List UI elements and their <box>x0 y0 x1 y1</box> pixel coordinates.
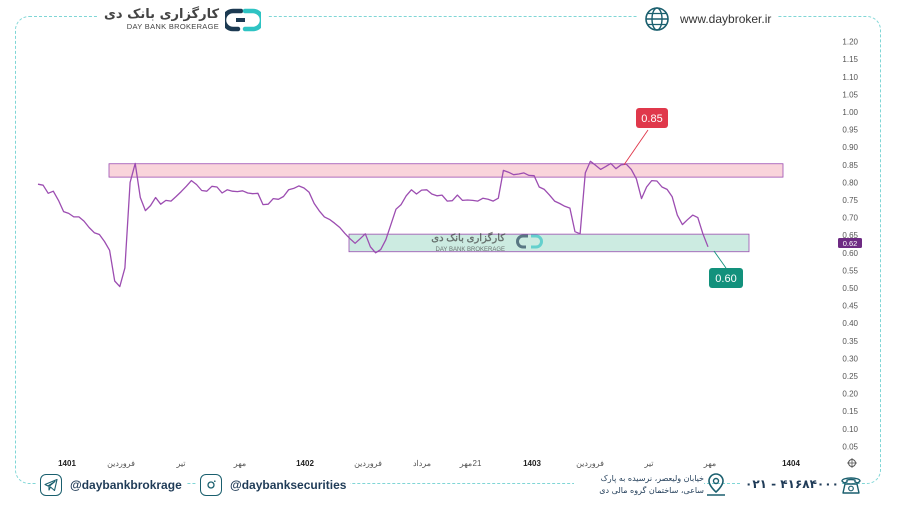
instagram-link[interactable]: @daybanksecurities <box>196 474 351 496</box>
x-tick-label: فروردین <box>576 459 604 468</box>
x-tick-label: تیر <box>643 459 653 468</box>
callout-label-060: 0.60 <box>715 273 736 285</box>
instagram-icon <box>200 474 222 496</box>
y-tick-label: 0.90 <box>842 143 858 152</box>
callout-label-085: 0.85 <box>641 113 662 125</box>
y-tick-label: 0.35 <box>842 337 858 346</box>
page-frame <box>15 16 881 484</box>
brand-logo[interactable]: کارگزاری بانک دی DAY BANK BROKERAGE <box>98 6 268 34</box>
y-tick-label: 0.75 <box>842 196 858 205</box>
telegram-icon <box>40 474 62 496</box>
address: خیابان ولیعصر، نرسیده به پارک ساعی، ساخت… <box>574 473 704 497</box>
x-tick-label: 1402 <box>296 459 314 468</box>
telephone-icon <box>841 477 861 494</box>
x-tick-label: مهر <box>459 459 472 468</box>
brand-name-en: DAY BANK BROKERAGE <box>126 22 220 31</box>
x-tick-label: فروردین <box>107 459 135 468</box>
website[interactable]: www.daybroker.ir <box>638 6 778 32</box>
y-tick-label: 0.30 <box>842 354 858 363</box>
x-tick-label: فروردین <box>354 459 382 468</box>
x-axis: 1401 فروردین تیر مهر 1402 فروردین مرداد مهر 21 14… <box>58 459 800 468</box>
y-tick-label: 0.55 <box>842 266 858 275</box>
brand-text: کارگزاری بانک دی DAY BANK BROKERAGE <box>104 8 219 32</box>
telegram-handle: @daybankbrokrage <box>70 478 182 492</box>
y-tick-label: 0.85 <box>842 161 858 170</box>
y-tick-label: 0.20 <box>842 390 858 399</box>
x-tick-label: 1401 <box>58 459 76 468</box>
address-line-1: خیابان ولیعصر، نرسیده به پارک <box>600 474 704 483</box>
y-tick-label: 1.15 <box>842 55 858 64</box>
price-series-line <box>37 160 709 288</box>
globe-icon <box>645 7 669 31</box>
y-tick-label: 0.50 <box>842 284 858 293</box>
y-tick-label: 1.00 <box>842 108 858 117</box>
callout-connector-085 <box>623 129 649 166</box>
y-tick-label: 1.05 <box>842 90 858 99</box>
brand-name-fa: کارگزاری بانک دی <box>104 7 220 22</box>
last-price-label: 0.62 <box>843 239 858 248</box>
watermark-en: DAY BANK BROKERAGE <box>436 247 505 253</box>
day-bank-logo-icon <box>225 8 262 32</box>
callouts: 0.85 0.60 <box>623 108 743 288</box>
y-tick-label: 0.15 <box>842 407 858 416</box>
callout-box-060 <box>709 268 743 288</box>
location-pin-icon <box>707 473 725 496</box>
header: کارگزاری بانک دی DAY BANK BROKERAGE www.… <box>0 0 900 38</box>
watermark-fa: کارگزاری بانک دی <box>431 231 505 244</box>
y-tick-label: 0.95 <box>842 126 858 135</box>
telegram-link[interactable]: @daybankbrokrage <box>36 474 186 496</box>
y-tick-label: 0.65 <box>842 231 858 240</box>
y-tick-label: 0.45 <box>842 302 858 311</box>
y-tick-label: 1.10 <box>842 73 858 82</box>
x-tick-label: تیر <box>175 459 185 468</box>
callout-connector-060 <box>713 250 727 269</box>
x-tick-label: 1404 <box>782 459 800 468</box>
x-tick-label: مهر <box>703 459 716 468</box>
y-tick-label: 0.40 <box>842 319 858 328</box>
address-line-2: ساعی، ساختمان گروه مالی دی <box>599 486 704 495</box>
axis-settings-icon[interactable] <box>847 458 857 468</box>
support-zone <box>348 233 750 253</box>
x-tick-label: مهر <box>233 459 246 468</box>
website-url: www.daybroker.ir <box>680 12 772 26</box>
resistance-zone <box>108 163 784 178</box>
x-tick-label: 21 <box>473 459 482 468</box>
y-axis: 1.20 1.15 1.10 1.05 1.00 0.95 0.90 0.85 0.80 0.75… <box>842 38 858 452</box>
y-tick-label: 1.20 <box>842 38 858 47</box>
zone-watermark: کارگزاری بانک دی DAY BANK BROKERAGE <box>431 231 543 253</box>
instagram-handle: @daybanksecurities <box>230 478 347 492</box>
y-tick-label: 0.80 <box>842 178 858 187</box>
phone-number[interactable]: ۰۲۱ - ۴۱۶۸۴۰۰۰ <box>742 477 842 491</box>
x-tick-label: مرداد <box>413 459 431 468</box>
y-tick-label: 0.25 <box>842 372 858 381</box>
y-tick-label: 0.05 <box>842 442 858 451</box>
x-tick-label: 1403 <box>523 459 541 468</box>
y-tick-label: 0.10 <box>842 425 858 434</box>
last-price-badge: 0.62 <box>838 238 862 248</box>
y-tick-label: 0.70 <box>842 214 858 223</box>
y-tick-label: 0.60 <box>842 249 858 258</box>
footer: @daybankbrokrage @daybanksecurities خیاب… <box>0 466 900 506</box>
callout-box-085 <box>636 108 668 128</box>
